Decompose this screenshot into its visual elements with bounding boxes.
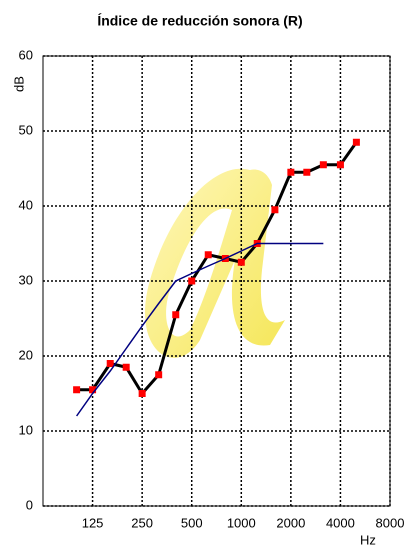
x-tick-label: 2000 (276, 515, 305, 530)
watermark-logo (145, 168, 285, 358)
data-point (172, 311, 180, 319)
data-point (106, 360, 114, 367)
chart-title: Índice de reducción sonora (R) (97, 13, 302, 29)
data-point (303, 168, 311, 176)
x-tick-label: 1000 (227, 515, 256, 530)
y-tick-label: 10 (19, 422, 33, 437)
data-point (352, 138, 360, 146)
y-tick-label: 60 (19, 47, 33, 62)
y-axis-label: dB (11, 76, 26, 92)
data-point (188, 277, 196, 285)
x-tick-label: 8000 (376, 515, 405, 530)
data-point (237, 258, 245, 266)
y-tick-label: 30 (19, 272, 33, 287)
x-axis-label: Hz (360, 532, 376, 547)
y-tick-label: 20 (19, 347, 33, 362)
data-point (73, 386, 81, 394)
data-point (336, 161, 344, 169)
series-line (76, 242, 324, 417)
data-point (138, 390, 146, 397)
data-point (271, 206, 279, 214)
y-tick-label: 50 (19, 122, 33, 137)
data-point (155, 371, 163, 379)
x-tick-label: 4000 (326, 515, 355, 530)
y-tick-label: 40 (19, 197, 33, 212)
data-point (204, 251, 212, 259)
x-tick-label: 500 (181, 515, 203, 530)
data-point (287, 168, 295, 176)
data-point (122, 363, 130, 371)
x-tick-label: 250 (131, 515, 153, 530)
y-tick-label: 0 (26, 497, 33, 512)
data-point (89, 386, 97, 394)
data-point (319, 161, 327, 169)
x-tick-label: 125 (82, 515, 104, 530)
